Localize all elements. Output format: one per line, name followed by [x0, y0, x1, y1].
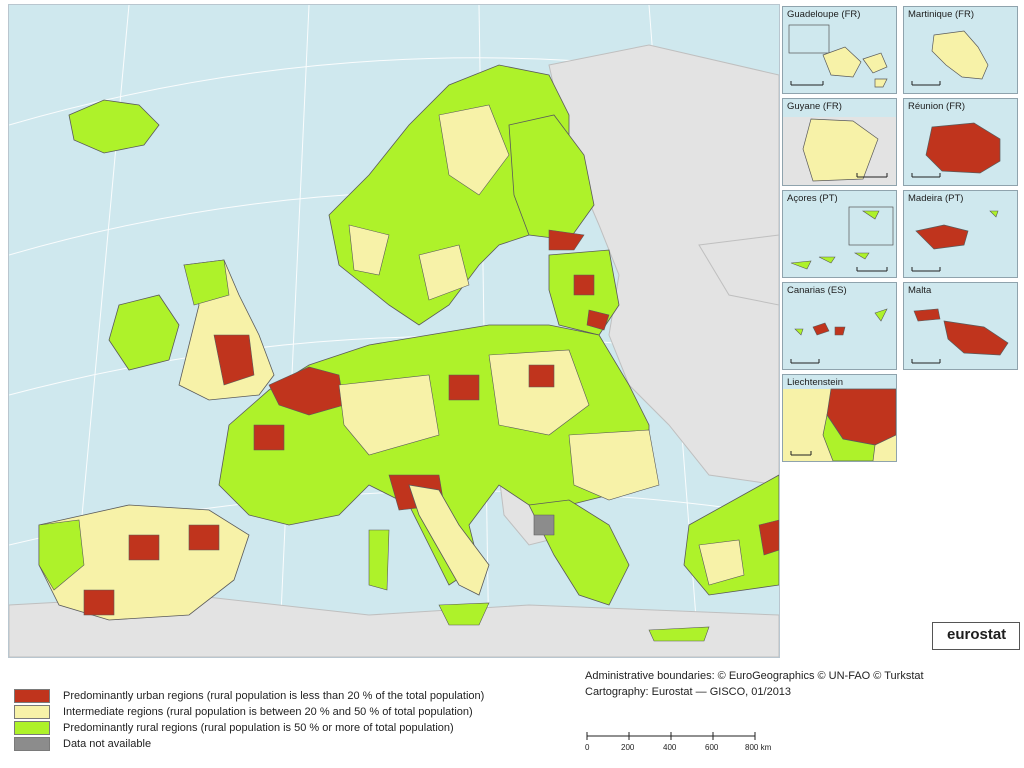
region-warsaw [528, 364, 555, 388]
legend-swatch [14, 737, 50, 751]
region-portugal [38, 519, 85, 591]
legend-swatch [14, 705, 50, 719]
region-cyprus [648, 626, 710, 642]
inset-canarias: Canarias (ES) [782, 282, 897, 370]
inset-map [790, 308, 888, 364]
inset-title: Liechtenstein [787, 377, 843, 388]
map-main [8, 4, 780, 658]
legend-label: Predominantly rural regions (rural popul… [63, 722, 454, 734]
inset-guadeloupe: Guadeloupe (FR) [782, 6, 897, 94]
region-seville [83, 589, 115, 616]
scale-tick-0: 0 [585, 743, 590, 752]
europe-map [9, 5, 779, 657]
inset-map [788, 24, 888, 88]
legend-item-na: Data not available [14, 736, 484, 752]
inset-madeira: Madeira (PT) [903, 190, 1018, 278]
inset-title: Guyane (FR) [787, 101, 842, 112]
region-vilnius [586, 309, 610, 331]
inset-map [911, 30, 989, 86]
inset-reunion: Réunion (FR) [903, 98, 1018, 186]
region-ireland [108, 294, 180, 371]
legend-label: Intermediate regions (rural population i… [63, 706, 473, 718]
region-poland [488, 349, 590, 436]
inset-liechtenstein: Liechtenstein [782, 374, 897, 462]
scale-bar: 0 200 400 600 800 km [585, 732, 772, 752]
inset-map [783, 388, 896, 461]
map-credits: Administrative boundaries: © EuroGeograp… [585, 668, 924, 700]
region-sardinia [368, 529, 390, 591]
credits-cartography: Cartography: Eurostat — GISCO, 01/2013 [585, 686, 792, 698]
region-no-data [533, 514, 555, 536]
region-germany [338, 374, 440, 456]
region-paris [253, 424, 285, 451]
inset-title: Canarias (ES) [787, 285, 847, 296]
region-scotland [183, 259, 230, 306]
logo-text: eurostat [947, 626, 1007, 643]
inset-guyane: Guyane (FR) [782, 98, 897, 186]
inset-map [911, 308, 1009, 364]
inset-map [911, 210, 999, 272]
inset-map [790, 206, 894, 272]
inset-title: Martinique (FR) [908, 9, 974, 20]
region-madrid [128, 534, 160, 561]
region-norway-west [348, 224, 390, 276]
region-finland [508, 114, 595, 241]
region-turkey-west [698, 539, 745, 586]
eurostat-logo: eurostat [932, 622, 1020, 650]
scale-tick-200: 200 [621, 743, 635, 752]
inset-title: Malta [908, 285, 932, 296]
legend-swatch [14, 721, 50, 735]
region-iceland [68, 99, 160, 154]
legend-label: Data not available [63, 738, 152, 750]
inset-martinique: Martinique (FR) [903, 6, 1018, 94]
scale-tick-400: 400 [663, 743, 677, 752]
region-romania [568, 429, 660, 501]
legend-swatch [14, 689, 50, 703]
region-england-urban [213, 334, 255, 386]
inset-map [783, 117, 896, 185]
region-sicily [438, 602, 490, 626]
legend-item-intermediate: Intermediate regions (rural population i… [14, 704, 484, 720]
inset-map [911, 122, 1001, 178]
legend: Predominantly urban regions (rural popul… [14, 688, 484, 752]
legend-label: Predominantly urban regions (rural popul… [63, 690, 485, 702]
legend-item-urban: Predominantly urban regions (rural popul… [14, 688, 484, 704]
scale-tick-600: 600 [705, 743, 719, 752]
region-berlin [448, 374, 480, 401]
region-sweden-north [438, 104, 510, 196]
region-riga [573, 274, 595, 296]
inset-acores: Açores (PT) [782, 190, 897, 278]
region-italy [408, 484, 490, 596]
credits-boundaries: Administrative boundaries: © EuroGeograp… [585, 670, 924, 682]
legend-item-rural: Predominantly rural regions (rural popul… [14, 720, 484, 736]
scale-tick-800: 800 km [745, 743, 772, 752]
inset-title: Guadeloupe (FR) [787, 9, 861, 20]
inset-title: Madeira (PT) [908, 193, 964, 204]
region-barcelona [188, 524, 220, 551]
region-ankara [758, 519, 779, 556]
region-helsinki [548, 229, 585, 251]
region-sweden-south [418, 244, 470, 301]
inset-malta: Malta [903, 282, 1018, 370]
inset-title: Réunion (FR) [908, 101, 966, 112]
inset-title: Açores (PT) [787, 193, 838, 204]
